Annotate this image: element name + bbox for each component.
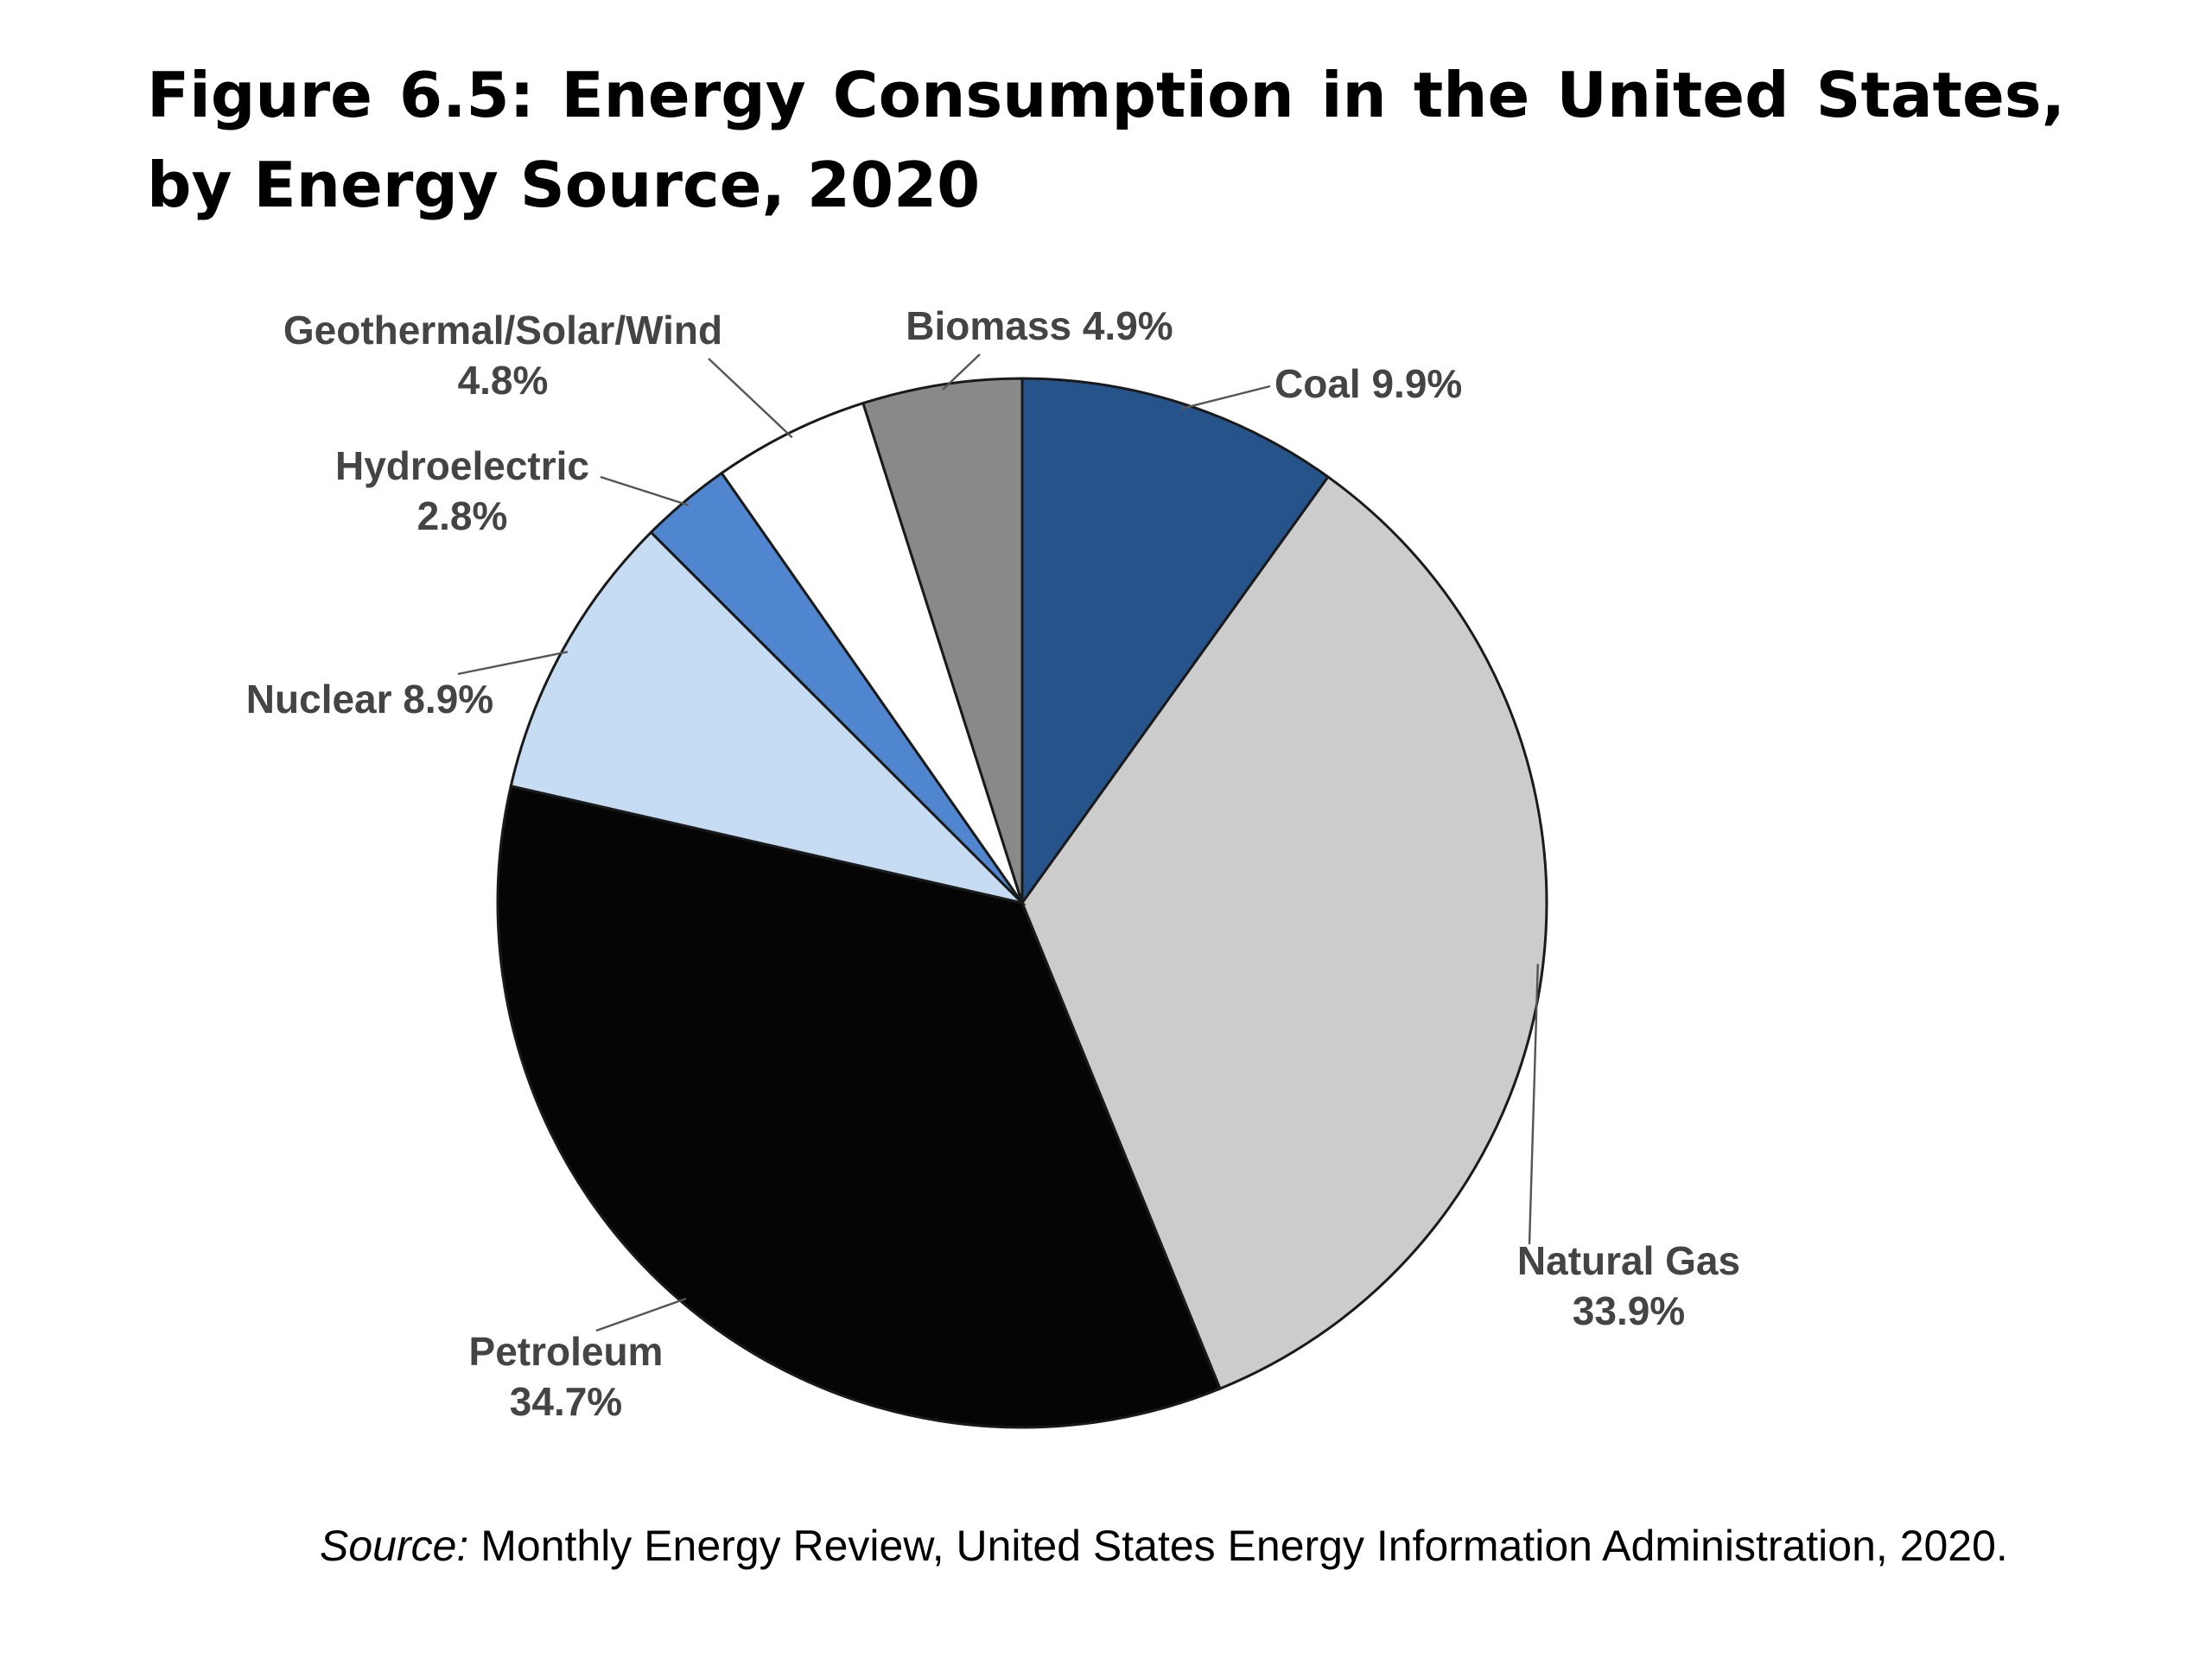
pie-slice-petroleum	[496, 784, 1222, 1429]
leader-line-coal	[1180, 385, 1271, 410]
pie-slice-coal	[1020, 377, 1331, 907]
slice-label-petroleum: Petroleum 34.7%	[469, 1329, 664, 1424]
source-label: Source:	[320, 1522, 469, 1570]
slice-label-nuclear: Nuclear 8.9%	[246, 677, 493, 721]
slice-label-hydroelectric: Hydroelectric 2.8%	[335, 443, 589, 538]
leader-lines	[457, 353, 1539, 1332]
slice-label-coal: Coal 9.9%	[1274, 361, 1462, 406]
leader-line-nuclear	[457, 651, 569, 676]
leader-line-hydroelectric	[600, 475, 690, 506]
source-note: Source: Monthly Energy Review, United St…	[320, 1521, 2091, 1571]
slice-labels: Coal 9.9% Natural Gas 33.9% Petroleum 34.7% N…	[246, 303, 1740, 1424]
leader-line-biomass	[941, 353, 981, 391]
pie-slice-geothermal-solar-wind	[720, 401, 1024, 904]
slice-label-geothermal-solar-wind: Geothermal/Solar/Wind 4.8%	[283, 308, 722, 403]
pie-slice-biomass	[861, 377, 1024, 904]
source-text: Monthly Energy Review, United States Ene…	[480, 1522, 2008, 1570]
pie-slices	[496, 377, 1548, 1429]
leader-line-geothermal-solar-wind	[708, 358, 793, 439]
pie-slice-natural-gas	[1020, 474, 1548, 1391]
chart-title: Figure 6.5: Energy Consumption in the Un…	[147, 59, 2065, 221]
slice-label-biomass: Biomass 4.9%	[906, 303, 1173, 348]
pie-slice-nuclear	[509, 530, 1027, 906]
slice-label-natural-gas: Natural Gas 33.9%	[1517, 1238, 1740, 1333]
leader-line-petroleum	[595, 1297, 687, 1332]
leader-line-natural-gas	[1528, 963, 1539, 1245]
